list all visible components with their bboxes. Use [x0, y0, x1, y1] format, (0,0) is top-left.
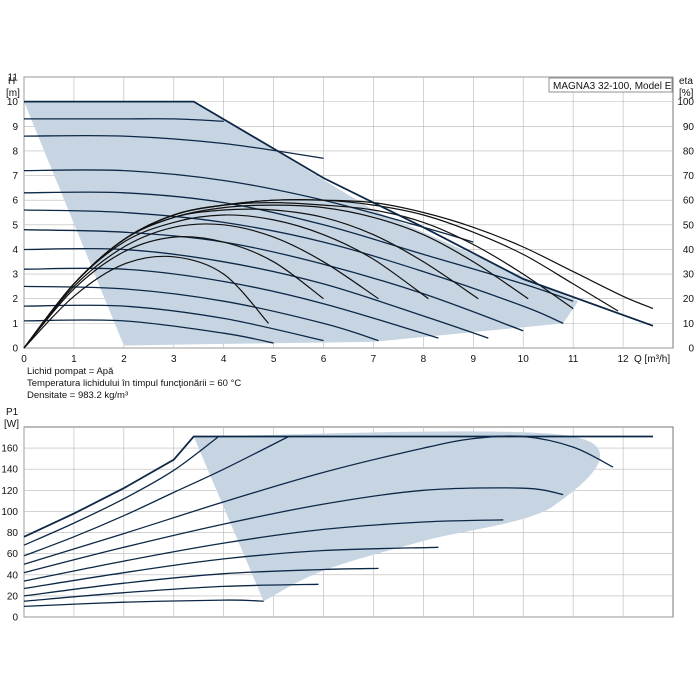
power-curve — [23, 583, 319, 602]
top-x-tick-label: 5 — [271, 354, 277, 365]
top-x-tick-label: 8 — [421, 354, 427, 365]
top-y-tick-label: 3 — [12, 270, 18, 281]
power-curves — [23, 435, 614, 608]
bottom-y-tick-label: 60 — [7, 549, 19, 560]
h-axis-unit: [m] — [6, 88, 20, 99]
head-curves — [23, 118, 574, 344]
head-curve — [24, 118, 224, 122]
info-line-fluid: Lichid pompat = Apă — [27, 366, 114, 377]
head-curve — [23, 267, 439, 339]
top-y-tick-label: 6 — [12, 196, 18, 207]
top-y2-tick-label: 70 — [683, 171, 695, 182]
top-y2-tick-label: 60 — [683, 196, 695, 207]
bottom-y-tick-label: 80 — [7, 528, 19, 539]
eta-axis-unit: [%] — [679, 88, 694, 99]
top-y-tick-label: 4 — [12, 245, 18, 256]
power-curve — [23, 435, 614, 565]
top-y-tick-label: 11 — [8, 73, 19, 84]
head-curve — [23, 191, 574, 302]
operating-area-polygon — [24, 101, 579, 346]
top-y2-tick-label: 100 — [677, 97, 694, 108]
top-x-tick-label: 3 — [171, 354, 177, 365]
efficiency-curve — [23, 255, 270, 349]
power-curve — [23, 599, 264, 608]
top-x-tick-label: 4 — [221, 354, 227, 365]
head-curve — [23, 229, 524, 332]
max-head-line — [24, 100, 654, 327]
q-axis-label: Q [m³/h] — [634, 354, 670, 365]
power-chart: 0 20 40 60 80 100 120 140 160 P1 [W] — [1, 407, 674, 624]
max-head-curve — [24, 100, 654, 327]
bottom-y-tick-label: 20 — [7, 591, 19, 602]
top-y-tick-label: 9 — [12, 122, 18, 133]
eta-axis-label: eta — [679, 76, 693, 87]
top-x-tick-label: 2 — [121, 354, 127, 365]
top-y2-tick-label: 90 — [683, 122, 695, 133]
efficiency-curve — [23, 214, 429, 349]
bottom-y-tick-label: 100 — [1, 507, 18, 518]
info-line-density: Densitate = 983.2 kg/m³ — [27, 390, 129, 401]
top-x-tick-label: 6 — [321, 354, 327, 365]
efficiency-curve — [23, 236, 324, 349]
top-y2-tick-label: 0 — [688, 344, 694, 355]
top-y2-tick-labels: 0 10 20 30 40 50 60 70 80 90 100 — [677, 97, 694, 354]
chart-title: MAGNA3 32-100, Model E — [553, 81, 672, 92]
top-y-tick-label: 5 — [12, 220, 18, 231]
power-curve — [23, 435, 289, 557]
head-curve — [23, 247, 489, 339]
top-y2-tick-label: 30 — [683, 270, 695, 281]
top-y-tick-label: 1 — [12, 319, 18, 330]
power-curve — [23, 487, 564, 574]
head-curve — [23, 319, 274, 344]
top-operating-area — [24, 101, 579, 346]
p1-axis-label: P1 — [6, 407, 19, 418]
top-y-tick-label: 8 — [12, 146, 18, 157]
h-axis-label: H — [8, 76, 15, 87]
top-y2-tick-label: 20 — [683, 294, 695, 305]
title-box — [548, 77, 673, 93]
p1-axis-unit: [W] — [4, 419, 19, 430]
top-y-tick-label: 7 — [12, 171, 18, 182]
bottom-y-tick-label: 160 — [1, 444, 18, 455]
top-y-tick-labels: 0 1 2 3 4 5 6 7 8 9 10 11 — [7, 73, 19, 355]
bottom-y-tick-label: 0 — [12, 613, 18, 624]
bottom-y-tick-label: 40 — [7, 570, 19, 581]
max-power-curve — [23, 435, 653, 538]
top-x-tick-label: 12 — [618, 354, 630, 365]
head-curve — [23, 134, 324, 159]
head-curve — [23, 285, 379, 342]
top-y2-tick-label: 80 — [683, 146, 695, 157]
bottom-y-tick-label: 140 — [1, 465, 18, 476]
bottom-y-tick-labels: 0 20 40 60 80 100 120 140 160 — [1, 444, 18, 624]
top-y2-tick-label: 50 — [683, 220, 695, 231]
top-y-tick-label: 10 — [7, 97, 19, 108]
bottom-y-tick-label: 120 — [1, 486, 18, 497]
power-curve — [23, 519, 504, 582]
info-line-temperature: Temperatura lichidului în timpul funcţio… — [27, 378, 242, 389]
power-curve — [23, 546, 439, 590]
top-y-tick-label: 2 — [12, 294, 18, 305]
power-curve — [23, 567, 379, 597]
top-x-tick-label: 7 — [371, 354, 377, 365]
top-x-tick-label: 9 — [471, 354, 477, 365]
top-x-tick-label: 10 — [518, 354, 530, 365]
top-x-tick-label: 11 — [568, 354, 579, 365]
top-x-tick-label: 1 — [71, 354, 77, 365]
max-power-line — [23, 435, 653, 538]
top-x-tick-labels: 0 1 2 3 4 5 6 7 8 9 10 11 12 — [21, 354, 629, 365]
head-curve — [23, 209, 564, 324]
top-y-tick-label: 0 — [12, 344, 18, 355]
bottom-operating-area — [193, 431, 601, 602]
top-x-tick-label: 0 — [21, 354, 27, 365]
top-y2-tick-label: 10 — [683, 319, 695, 330]
top-y2-tick-label: 40 — [683, 245, 695, 256]
power-curve — [23, 435, 220, 546]
efficiency-curve — [23, 223, 379, 349]
efficiency-curves — [23, 199, 654, 349]
power-operating-area — [193, 431, 601, 602]
head-curve — [23, 304, 324, 342]
